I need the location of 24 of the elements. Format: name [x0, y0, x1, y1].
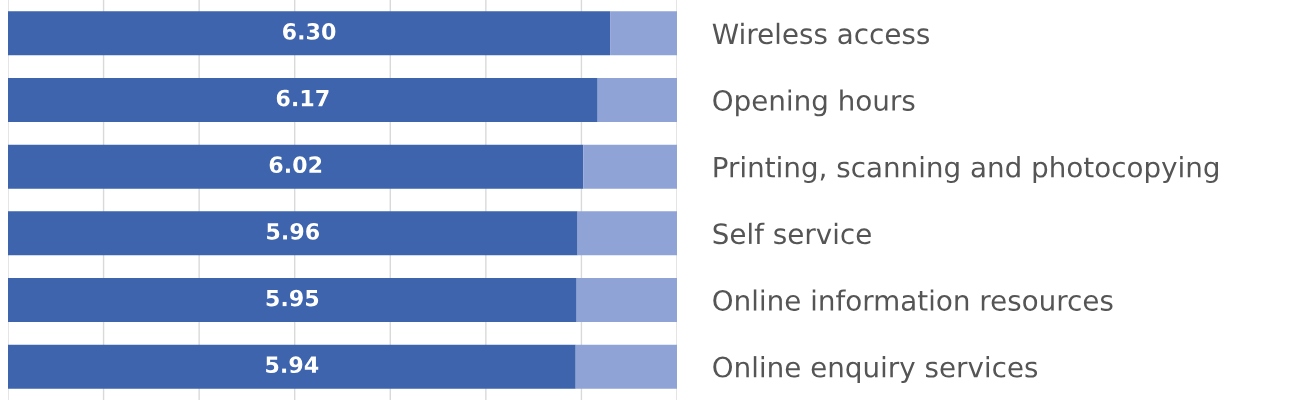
bar — [8, 344, 576, 389]
bar — [577, 211, 677, 256]
data-label: 5.94 — [266, 356, 319, 374]
y-tick-label: Self service — [713, 222, 871, 245]
bar — [575, 344, 677, 389]
bar — [8, 78, 598, 122]
y-tick-label: Online information resources — [713, 289, 1113, 311]
data-label: 6.30 — [283, 22, 336, 40]
bar — [610, 11, 677, 56]
y-tick-label: Online enquiry services — [713, 356, 1038, 383]
bar — [597, 78, 677, 122]
bar — [576, 278, 677, 322]
bar — [8, 144, 584, 189]
y-tick-label: Wireless access — [712, 22, 929, 45]
y-tick-label: Opening hours — [713, 89, 915, 117]
bar — [583, 144, 677, 189]
bar — [8, 11, 611, 56]
data-label: 5.95 — [266, 289, 319, 307]
bar — [8, 278, 577, 322]
bar — [8, 211, 578, 256]
data-label: 5.96 — [267, 222, 320, 240]
y-tick-label: Printing, scanning and photocopying — [714, 156, 1218, 183]
data-label: 6.02 — [269, 156, 322, 174]
data-label: 6.17 — [276, 89, 329, 107]
